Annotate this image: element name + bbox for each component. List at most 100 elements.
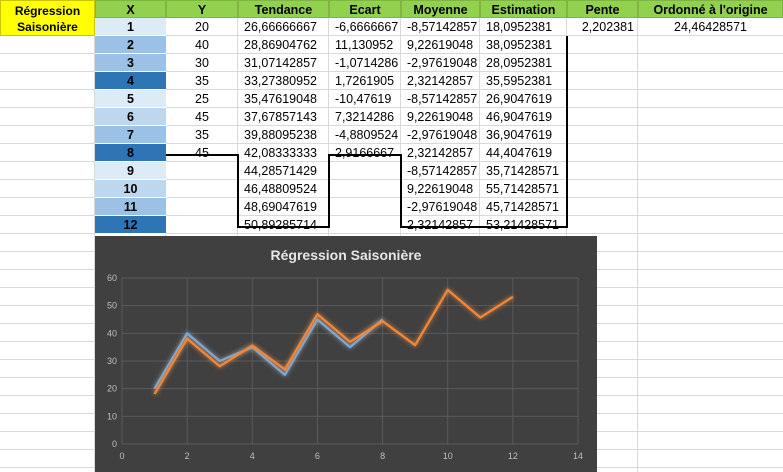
cell-ecart-row-4[interactable]: 1,7261905 [335,74,395,88]
cell-y-row-1[interactable]: 20 [195,20,209,34]
cell-x-row-3[interactable]: 3 [95,54,166,72]
cell-moyenne-row-8[interactable]: 2,32142857 [407,146,474,160]
y-tick-label: 30 [107,356,117,366]
cell-x-row-12[interactable]: 12 [95,216,166,234]
cell-estimation-row-7[interactable]: 36,9047619 [486,128,553,142]
cell-ecart-row-8[interactable]: 2,9166667 [335,146,395,160]
cell-moyenne-row-10[interactable]: 9,22619048 [407,182,474,196]
tendance-left-border [237,154,239,228]
x-tick-label: 10 [443,451,453,461]
cell-y-row-12[interactable] [166,216,238,234]
cell-ecart-row-7[interactable]: -4,8809524 [335,128,399,142]
pente-value-cell[interactable]: 2,202381 [581,20,634,34]
cell-y-row-11[interactable] [166,198,238,216]
cell-ecart-row-5[interactable]: -10,47619 [335,92,392,106]
cell-tendance-row-4[interactable]: 33,27380952 [244,74,317,88]
cell-moyenne-row-6[interactable]: 9,22619048 [407,110,474,124]
header-tendance[interactable]: Tendance [238,0,329,18]
header-pente[interactable]: Pente [567,0,638,18]
cell-estimation-row-10[interactable]: 55,71428571 [486,182,559,196]
cell-tendance-row-8[interactable]: 42,08333333 [244,146,317,160]
cell-moyenne-row-5[interactable]: -8,57142857 [407,92,478,106]
cell-tendance-row-6[interactable]: 37,67857143 [244,110,317,124]
y-tick-label: 20 [107,384,117,394]
cell-x-row-11[interactable]: 11 [95,198,166,216]
x-tick-label: 14 [573,451,583,461]
cell-tendance-row-5[interactable]: 35,47619048 [244,92,317,106]
y-tick-label: 50 [107,301,117,311]
cell-x-row-4[interactable]: 4 [95,72,166,90]
sheet-title-cell[interactable]: Régression Saisonière [0,0,95,36]
cell-estimation-row-11[interactable]: 45,71428571 [486,200,559,214]
x-tick-label: 12 [508,451,518,461]
cell-tendance-row-11[interactable]: 48,69047619 [244,200,317,214]
cell-x-row-5[interactable]: 5 [95,90,166,108]
cell-ecart-row-10[interactable] [329,180,401,198]
cell-y-row-9[interactable] [166,162,238,180]
cell-x-row-9[interactable]: 9 [95,162,166,180]
moyenne-left-border [400,154,402,228]
header-ordonne[interactable]: Ordonné à l'origine [638,0,783,18]
header-ecart[interactable]: Ecart [329,0,401,18]
cell-ecart-row-9[interactable] [329,162,401,180]
cell-moyenne-row-4[interactable]: 2,32142857 [407,74,474,88]
cell-estimation-row-3[interactable]: 28,0952381 [486,56,553,70]
cell-ecart-row-6[interactable]: 7,3214286 [335,110,395,124]
tendance-right-border [328,154,330,228]
cell-x-row-7[interactable]: 7 [95,126,166,144]
cell-x-row-10[interactable]: 10 [95,180,166,198]
cell-y-row-10[interactable] [166,180,238,198]
header-x[interactable]: X [95,0,166,18]
cell-y-row-3[interactable]: 30 [195,56,209,70]
cell-y-row-8[interactable]: 45 [195,146,209,160]
cell-moyenne-row-2[interactable]: 9,22619048 [407,38,474,52]
cell-tendance-row-10[interactable]: 46,48809524 [244,182,317,196]
sheet-title-line1: Régression [14,4,81,18]
cell-moyenne-row-1[interactable]: -8,57142857 [407,20,478,34]
cell-estimation-row-1[interactable]: 18,0952381 [486,20,553,34]
cell-y-row-2[interactable]: 40 [195,38,209,52]
header-moyenne[interactable]: Moyenne [401,0,480,18]
cell-ecart-row-1[interactable]: -6,6666667 [335,20,399,34]
y-tick-label: 40 [107,328,117,338]
cell-y-row-7[interactable]: 35 [195,128,209,142]
cell-x-row-8[interactable]: 8 [95,144,166,162]
cell-ecart-row-3[interactable]: -1,0714286 [335,56,399,70]
cell-estimation-row-12[interactable]: 53,21428571 [486,218,559,232]
cell-tendance-row-1[interactable]: 26,66666667 [244,20,317,34]
cell-ecart-row-11[interactable] [329,198,401,216]
cell-ecart-row-2[interactable]: 11,130952 [335,38,394,52]
chart-area[interactable]: Régression Saisonière 0 10 20 30 40 50 60 0 2 4 6 8… [95,236,597,472]
tendance-bottom-border [237,226,329,228]
ordonne-value-cell[interactable]: 24,46428571 [674,20,747,34]
cell-ecart-row-12[interactable] [329,216,401,234]
cell-estimation-row-2[interactable]: 38,0952381 [486,38,553,52]
cell-y-row-4[interactable]: 35 [195,74,209,88]
header-estimation[interactable]: Estimation [480,0,567,18]
cell-moyenne-row-12[interactable]: 2,32142857 [407,218,474,232]
cell-moyenne-row-9[interactable]: -8,57142857 [407,164,478,178]
cell-tendance-row-9[interactable]: 44,28571429 [244,164,317,178]
cell-y-row-6[interactable]: 45 [195,110,209,124]
cell-x-row-2[interactable]: 2 [95,36,166,54]
header-y[interactable]: Y [166,0,238,18]
cell-estimation-row-6[interactable]: 46,9047619 [486,110,553,124]
cell-x-row-1[interactable]: 1 [95,18,166,36]
cell-estimation-row-8[interactable]: 44,4047619 [486,146,553,160]
series-line-1 [153,288,514,395]
cell-tendance-row-3[interactable]: 31,07142857 [244,56,317,70]
cell-estimation-row-4[interactable]: 35,5952381 [486,74,553,88]
cell-y-row-5[interactable]: 25 [195,92,209,106]
cell-estimation-row-5[interactable]: 26,9047619 [486,92,553,106]
cell-moyenne-row-3[interactable]: -2,97619048 [407,56,478,70]
cell-tendance-row-2[interactable]: 28,86904762 [244,38,317,52]
estimation-right-border [566,36,568,228]
cell-tendance-row-7[interactable]: 39,88095238 [244,128,317,142]
cell-moyenne-row-7[interactable]: -2,97619048 [407,128,478,142]
cell-estimation-row-9[interactable]: 35,71428571 [486,164,559,178]
cell-x-row-6[interactable]: 6 [95,108,166,126]
x-tick-label: 8 [380,451,385,461]
cell-tendance-row-12[interactable]: 50,89285714 [244,218,317,232]
ecart-block-bottom-border [329,154,401,156]
cell-moyenne-row-11[interactable]: -2,97619048 [407,200,478,214]
